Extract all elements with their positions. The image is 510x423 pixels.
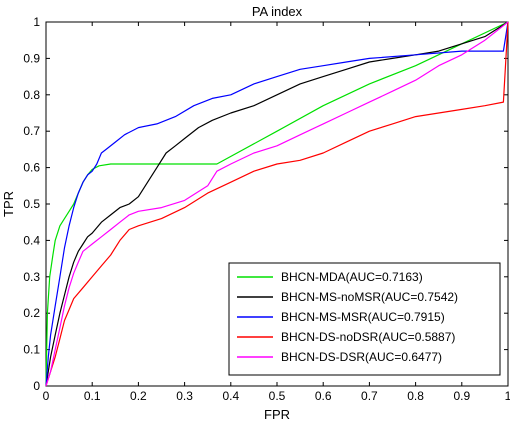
series-lines [45, 21, 509, 387]
series-line-4 [45, 21, 509, 387]
y-tick-label: 0.8 [23, 88, 40, 102]
y-tick-label: 0.1 [23, 343, 40, 357]
x-tick-label: 0.6 [315, 389, 332, 403]
y-tick-label: 0.4 [23, 233, 40, 247]
x-tick-label: 0.5 [269, 389, 286, 403]
legend: BHCN-MDA(AUC=0.7163) BHCN-MS-noMSR(AUC=0.… [228, 262, 501, 376]
x-tick-label: 1 [505, 389, 510, 403]
y-tick-label: 0.9 [23, 51, 40, 65]
series-line-1 [45, 21, 509, 387]
series-line-5 [45, 21, 509, 387]
series-line-2 [45, 21, 509, 387]
y-tick-label: 0.7 [23, 124, 40, 138]
y-tick-label: 0 [33, 379, 40, 393]
x-tick-label: 0.9 [453, 389, 470, 403]
y-tick-label: 0.3 [23, 270, 40, 284]
series-line-3 [45, 21, 509, 387]
x-tick-label: 0.7 [361, 389, 378, 403]
x-tick-label: 0.3 [176, 389, 193, 403]
chart-title: PA index [252, 4, 303, 19]
legend-label-2: BHCN-MS-noMSR(AUC=0.7542) [281, 290, 458, 304]
y-tick-label: 0.5 [23, 197, 40, 211]
y-tick-label: 1 [33, 15, 40, 29]
y-tick-label: 0.6 [23, 161, 40, 175]
legend-label-1: BHCN-MDA(AUC=0.7163) [281, 270, 423, 284]
x-tick-label: 0.2 [130, 389, 147, 403]
x-axis-title: FPR [264, 407, 290, 422]
legend-label-5: BHCN-DS-DSR(AUC=0.6477) [281, 350, 442, 364]
legend-box [228, 262, 501, 376]
x-tick-label: 0.8 [407, 389, 424, 403]
x-tick-label: 0 [43, 389, 50, 403]
x-tick-label: 0.1 [84, 389, 101, 403]
y-axis-title: TPR [1, 191, 16, 217]
legend-label-3: BHCN-MS-MSR(AUC=0.7915) [281, 310, 445, 324]
x-tick-label: 0.4 [222, 389, 239, 403]
legend-label-4: BHCN-DS-noDSR(AUC=0.5887) [281, 330, 455, 344]
axis-ticks: 0 0.1 0.2 0.3 0.4 0.5 0.6 0.7 0.8 0.9 1 0 0.1 0.2 0.3 0… [23, 15, 510, 403]
y-tick-label: 0.2 [23, 306, 40, 320]
